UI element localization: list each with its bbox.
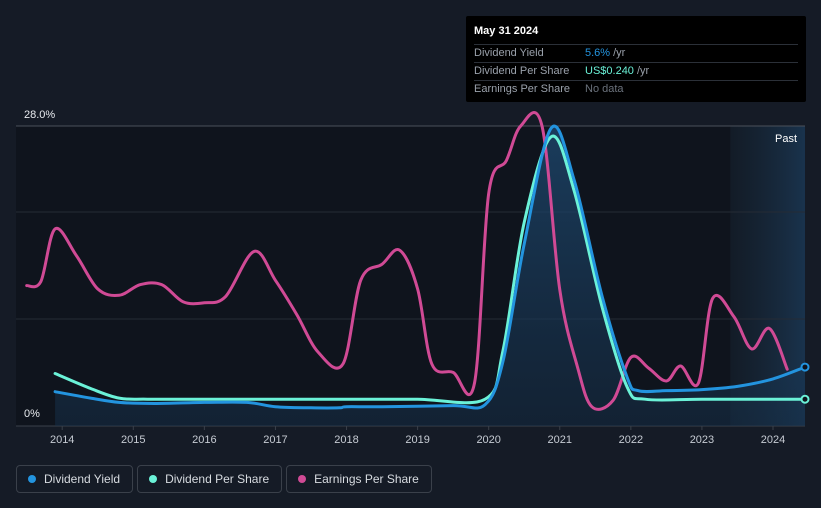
x-tick-label: 2016 <box>192 434 216 446</box>
tooltip-date: May 31 2024 <box>474 22 798 45</box>
earnings-per-share-dot-icon <box>298 475 307 483</box>
dividend-yield-end-marker <box>800 362 810 372</box>
tooltip-unit: /yr <box>636 65 650 77</box>
tooltip-unit: /yr <box>613 47 626 59</box>
dividend-yield-dot-icon <box>28 475 36 483</box>
x-tick-label: 2019 <box>405 434 429 446</box>
earnings-per-share-line <box>25 111 789 411</box>
tooltip-label: Dividend Yield <box>474 47 544 59</box>
x-tick-label: 2022 <box>619 434 643 446</box>
tooltip-label: Earnings Per Share <box>474 83 570 95</box>
legend-item-dividend-yield[interactable]: Dividend Yield <box>16 465 134 493</box>
x-tick-label: 2014 <box>50 434 74 446</box>
tooltip: May 31 2024 Dividend Yield 5.6% /yr Divi… <box>466 16 806 102</box>
dividend-per-share-end-marker <box>800 394 810 404</box>
dividend-per-share-dot-icon <box>149 475 158 483</box>
dividend-per-share-line <box>53 134 807 405</box>
tooltip-label: Dividend Per Share <box>474 65 570 77</box>
y-axis-max-label: 28.0% <box>24 109 55 121</box>
tooltip-row-dividend-per-share: Dividend Per Share US$0.240 /yr <box>474 63 798 81</box>
tooltip-row-earnings-per-share: Earnings Per Share No data <box>474 81 798 98</box>
tooltip-value: US$0.240 <box>585 65 634 77</box>
legend-label: Earnings Per Share <box>314 472 419 486</box>
plot-area <box>16 126 805 426</box>
legend-item-earnings-per-share[interactable]: Earnings Per Share <box>286 465 432 493</box>
legend-label: Dividend Yield <box>44 472 121 486</box>
legend: Dividend Yield Dividend Per Share Earnin… <box>16 465 436 493</box>
y-axis-min-label: 0% <box>24 408 40 420</box>
x-tick-label: 2015 <box>121 434 145 446</box>
x-tick-label: 2020 <box>476 434 500 446</box>
x-tick-label: 2024 <box>761 434 785 446</box>
x-tick-label: 2017 <box>263 434 287 446</box>
past-label: Past <box>775 133 797 145</box>
legend-label: Dividend Per Share <box>165 472 270 486</box>
tooltip-value: 5.6% <box>585 47 611 59</box>
legend-item-dividend-per-share[interactable]: Dividend Per Share <box>137 465 283 493</box>
x-tick-label: 2021 <box>548 434 572 446</box>
x-tick-label: 2023 <box>690 434 714 446</box>
tooltip-row-dividend-yield: Dividend Yield 5.6% /yr <box>474 45 798 63</box>
x-tick-label: 2018 <box>334 434 358 446</box>
tooltip-value: No data <box>585 83 624 95</box>
dividend-yield-line <box>53 124 807 410</box>
